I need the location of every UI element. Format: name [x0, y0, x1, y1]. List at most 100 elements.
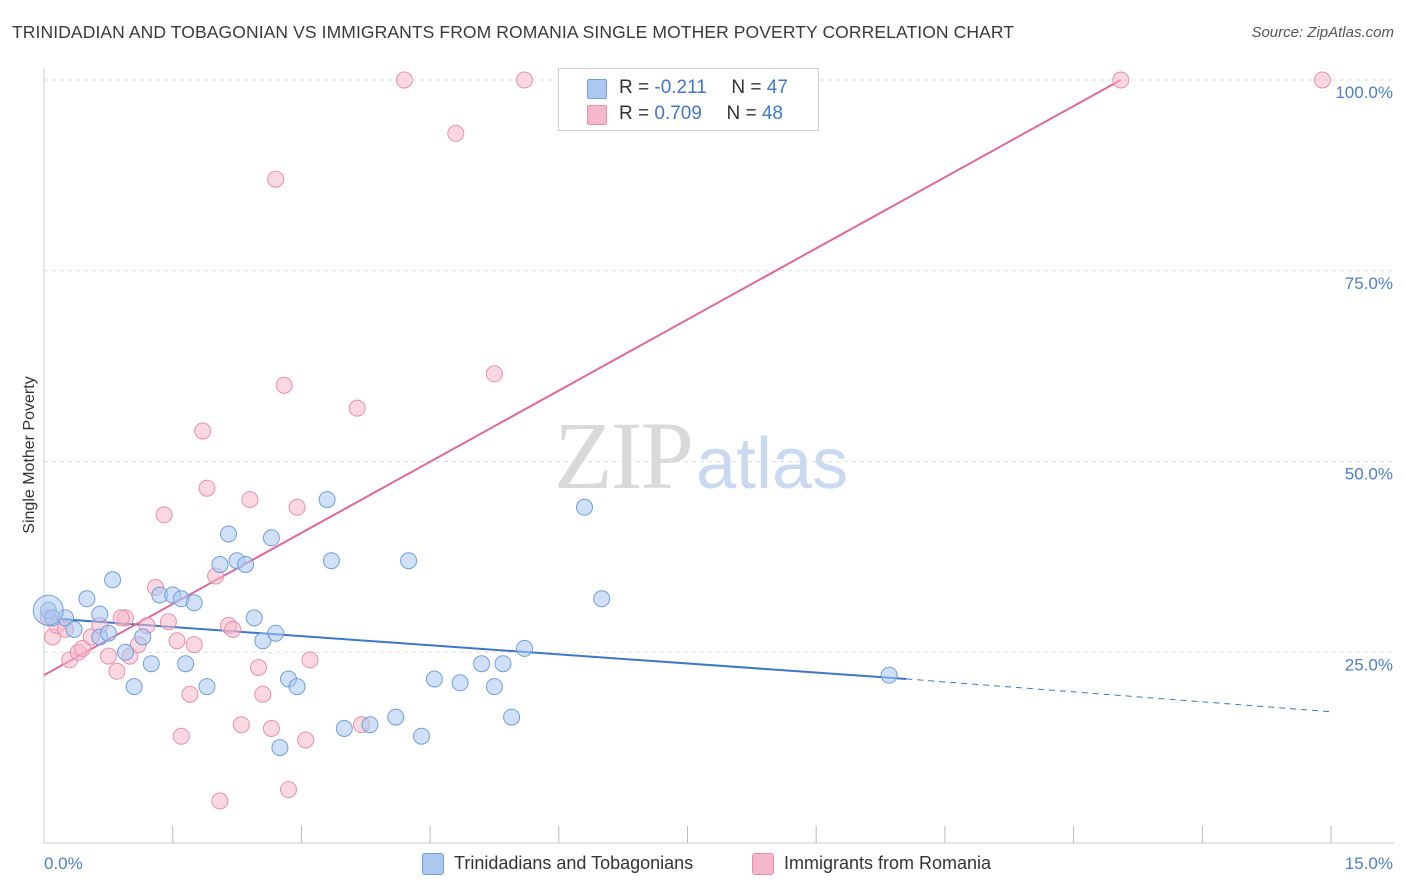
data-point-trinidadian — [318, 491, 336, 509]
data-point-romania — [447, 124, 465, 142]
legend-swatch-pink — [587, 105, 607, 125]
data-point-trinidadian — [254, 632, 272, 650]
data-point-romania — [194, 422, 212, 440]
legend-text-pink: R = 0.709 N = 48 — [619, 103, 783, 125]
correlation-legend: R = -0.211 N = 47 R = 0.709 N = 48 — [558, 68, 819, 131]
data-point-romania — [297, 731, 315, 749]
data-point-romania — [395, 71, 413, 89]
data-point-trinidadian — [503, 708, 521, 726]
data-point-romania — [1313, 71, 1331, 89]
data-point-romania — [185, 636, 203, 654]
data-point-romania — [112, 609, 130, 627]
trend-lines — [43, 79, 1332, 713]
data-points — [32, 71, 1331, 810]
data-point-trinidadian — [361, 716, 379, 734]
data-point-trinidadian — [413, 727, 430, 745]
data-point-trinidadian — [65, 620, 83, 638]
trend-line-romania — [43, 79, 1122, 677]
bottom-legend-label-blue: Trinidadians and Tobagonians — [454, 853, 694, 873]
data-point-trinidadian — [177, 655, 195, 673]
data-point-trinidadian — [262, 529, 280, 547]
data-point-trinidadian — [322, 552, 340, 570]
data-point-romania — [74, 639, 92, 657]
data-point-trinidadian — [220, 525, 237, 543]
data-point-romania — [262, 720, 280, 737]
data-point-trinidadian — [387, 708, 405, 726]
legend-r-label: R = — [619, 103, 655, 124]
legend-n-label: N = — [731, 77, 767, 98]
data-point-trinidadian — [142, 655, 160, 673]
axes — [43, 68, 1394, 844]
x-tick-label: 15.0% — [1345, 854, 1393, 873]
data-point-romania — [108, 662, 126, 680]
data-point-trinidadian — [485, 678, 503, 696]
data-point-romania — [172, 727, 190, 745]
data-point-trinidadian — [267, 624, 285, 642]
data-point-romania — [198, 479, 216, 497]
bottom-legend-swatch-pink — [752, 853, 774, 875]
data-point-romania — [275, 376, 293, 394]
data-point-trinidadian — [185, 594, 203, 612]
legend-r-value: 0.709 — [654, 103, 702, 124]
data-point-trinidadian — [516, 639, 533, 657]
data-point-trinidadian — [211, 556, 229, 573]
data-point-romania — [254, 685, 272, 703]
data-point-romania — [99, 647, 117, 665]
data-point-trinidadian — [400, 552, 418, 570]
trend-line-trinidadian-extension — [906, 678, 1332, 713]
data-point-trinidadian — [288, 678, 306, 696]
data-point-trinidadian — [237, 556, 255, 573]
data-point-romania — [241, 491, 259, 509]
data-point-romania — [280, 781, 297, 799]
data-point-trinidadian — [125, 678, 143, 696]
data-point-romania — [250, 659, 267, 676]
bottom-legend-label-pink: Immigrants from Romania — [784, 853, 992, 873]
data-point-trinidadian — [473, 655, 491, 673]
y-tick-label: 25.0% — [1345, 655, 1393, 674]
data-point-romania — [485, 365, 503, 383]
bottom-legend-swatch-blue — [422, 853, 444, 875]
legend-n-value: 47 — [766, 77, 788, 98]
data-point-cluster — [32, 594, 64, 626]
data-point-trinidadian — [198, 678, 216, 696]
legend-r-value: -0.211 — [654, 77, 707, 98]
data-point-romania — [155, 506, 173, 524]
data-point-romania — [1112, 71, 1130, 89]
data-point-romania — [159, 613, 177, 631]
data-point-trinidadian — [117, 643, 134, 661]
data-point-trinidadian — [104, 571, 122, 589]
tick-labels: 25.0% 50.0% 75.0% 100.0% 0.0% 15.0% — [44, 83, 1393, 873]
data-point-romania — [168, 632, 186, 650]
y-tick-label: 100.0% — [1335, 83, 1393, 102]
data-point-romania — [301, 651, 319, 669]
data-point-trinidadian — [425, 670, 443, 688]
data-point-trinidadian — [593, 590, 611, 608]
data-point-romania — [224, 620, 242, 638]
data-point-trinidadian — [576, 498, 593, 516]
data-point-trinidadian — [880, 666, 898, 684]
data-point-romania — [348, 399, 366, 417]
data-point-trinidadian — [335, 720, 353, 737]
data-point-trinidadian — [494, 655, 512, 673]
data-point-trinidadian — [134, 628, 152, 646]
data-point-trinidadian — [91, 605, 109, 623]
y-axis-label: Single Mother Poverty — [21, 376, 38, 533]
trend-line-trinidadian — [43, 616, 907, 680]
data-point-romania — [288, 498, 306, 516]
data-point-trinidadian — [451, 674, 469, 692]
y-tick-label: 75.0% — [1345, 274, 1393, 293]
data-point-trinidadian — [245, 609, 263, 627]
data-point-romania — [516, 71, 533, 89]
data-point-trinidadian — [99, 624, 117, 642]
legend-swatch-blue — [587, 79, 607, 99]
data-point-romania — [211, 792, 229, 810]
legend-n-label: N = — [726, 103, 762, 124]
x-tick-label: 0.0% — [44, 854, 83, 873]
data-point-romania — [232, 716, 250, 734]
legend-text-blue: R = -0.211 N = 47 — [619, 77, 788, 99]
data-point-romania — [267, 170, 285, 188]
data-point-trinidadian — [271, 739, 289, 757]
chart-source: Source: ZipAtlas.com — [1251, 24, 1394, 41]
data-point-trinidadian — [78, 590, 96, 608]
